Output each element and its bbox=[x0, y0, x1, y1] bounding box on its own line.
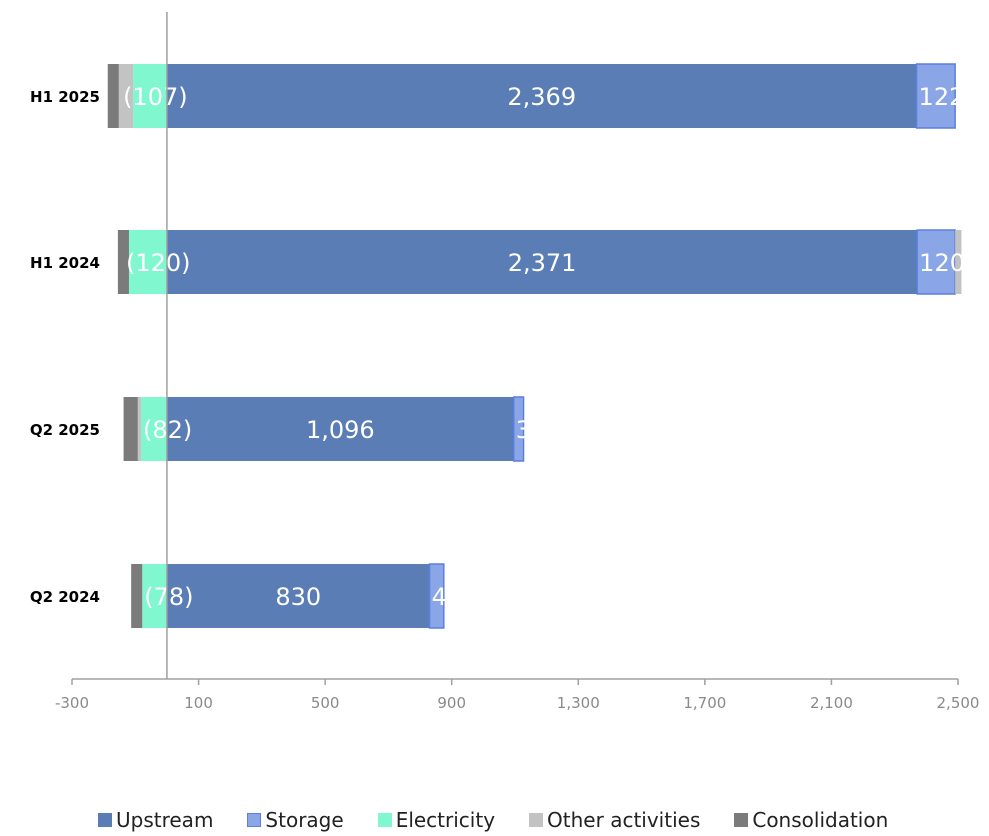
data-label-upstream: 1,096 bbox=[306, 416, 375, 444]
legend-label: Upstream bbox=[116, 808, 214, 832]
bar-electricity bbox=[128, 230, 167, 294]
bar-storage bbox=[916, 229, 956, 295]
bar-storage bbox=[512, 396, 525, 462]
legend-swatch bbox=[247, 813, 262, 827]
data-label-upstream: 2,371 bbox=[508, 249, 577, 277]
legend-label: Storage bbox=[265, 808, 344, 832]
x-tick-label: 1,700 bbox=[683, 694, 726, 712]
bar-storage bbox=[428, 563, 445, 629]
data-label-storage: 45 bbox=[432, 583, 463, 611]
legend-item: Storage bbox=[247, 808, 344, 832]
x-tick-label: 100 bbox=[184, 694, 213, 712]
legend-item: Other activities bbox=[529, 808, 700, 832]
legend-label: Consolidation bbox=[752, 808, 889, 832]
data-label-storage: 120 bbox=[919, 249, 965, 277]
x-tick-label: 900 bbox=[437, 694, 466, 712]
data-label-electricity: (120) bbox=[126, 249, 191, 277]
data-label-storage: 31 bbox=[516, 416, 547, 444]
bar-consolidation bbox=[131, 564, 143, 628]
category-label: Q2 2024 bbox=[30, 588, 100, 606]
bar-other-activities bbox=[955, 230, 962, 294]
data-label-upstream: 830 bbox=[275, 583, 321, 611]
data-label-upstream: 2,369 bbox=[507, 83, 576, 111]
bar-electricity bbox=[140, 397, 167, 461]
legend-label: Electricity bbox=[395, 808, 496, 832]
legend-item: Consolidation bbox=[734, 808, 888, 832]
legend-swatch bbox=[529, 813, 544, 827]
legend-item: Electricity bbox=[377, 808, 496, 832]
legend-swatch bbox=[377, 813, 392, 827]
bar-consolidation bbox=[107, 64, 119, 128]
x-tick-label: -300 bbox=[55, 694, 89, 712]
bar-consolidation bbox=[123, 397, 138, 461]
bar-consolidation bbox=[117, 230, 129, 294]
bar-upstream bbox=[166, 64, 917, 128]
bar-upstream bbox=[166, 397, 514, 461]
x-tick-label: 2,100 bbox=[810, 694, 853, 712]
legend: Upstream Storage Electricity Other activiti… bbox=[98, 808, 888, 832]
category-label: H1 2024 bbox=[30, 254, 100, 272]
data-label-electricity: (107) bbox=[123, 83, 188, 111]
bar-upstream bbox=[166, 230, 918, 294]
x-tick-label: 500 bbox=[311, 694, 340, 712]
bar-storage bbox=[915, 63, 956, 129]
bar-electricity bbox=[133, 64, 167, 128]
bar-upstream bbox=[166, 564, 430, 628]
bar-electricity bbox=[142, 564, 167, 628]
data-label-storage: 122 bbox=[919, 83, 965, 111]
x-tick-label: 1,300 bbox=[557, 694, 600, 712]
legend-swatch bbox=[734, 813, 749, 827]
legend-item: Upstream bbox=[98, 808, 213, 832]
category-label: Q2 2025 bbox=[30, 421, 100, 439]
legend-label: Other activities bbox=[547, 808, 701, 832]
bar-other-activities bbox=[118, 64, 134, 128]
bar-other-activities bbox=[137, 397, 141, 461]
chart: 2,369 122 (107) H1 2025 2,371 120 (120) H1 2024… bbox=[30, 12, 980, 712]
data-label-electricity: (78) bbox=[144, 583, 193, 611]
category-label: H1 2025 bbox=[30, 88, 100, 106]
legend-swatch bbox=[98, 813, 112, 827]
x-tick-label: 2,500 bbox=[937, 694, 980, 712]
